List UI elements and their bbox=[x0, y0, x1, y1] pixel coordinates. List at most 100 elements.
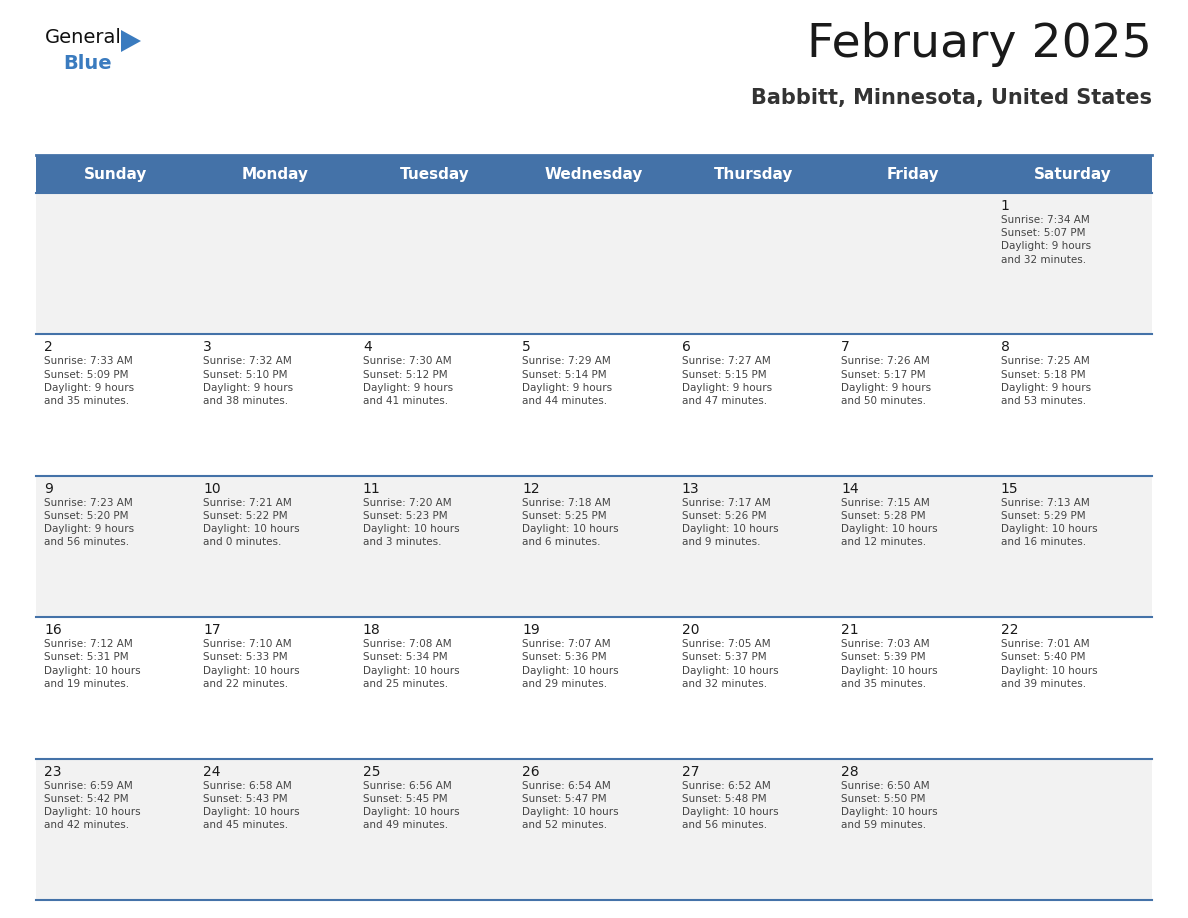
Bar bbox=[196, 193, 355, 334]
Text: Sunrise: 7:17 AM
Sunset: 5:26 PM
Daylight: 10 hours
and 9 minutes.: Sunrise: 7:17 AM Sunset: 5:26 PM Dayligh… bbox=[682, 498, 778, 547]
Bar bbox=[355, 334, 514, 476]
Text: 15: 15 bbox=[1000, 482, 1018, 496]
Bar bbox=[992, 617, 1152, 758]
Text: 8: 8 bbox=[1000, 341, 1010, 354]
Text: Sunrise: 7:25 AM
Sunset: 5:18 PM
Daylight: 9 hours
and 53 minutes.: Sunrise: 7:25 AM Sunset: 5:18 PM Dayligh… bbox=[1000, 356, 1091, 406]
Text: 11: 11 bbox=[362, 482, 380, 496]
Bar bbox=[833, 193, 992, 334]
Text: General: General bbox=[45, 28, 122, 47]
Bar bbox=[36, 334, 196, 476]
Text: 23: 23 bbox=[44, 765, 62, 778]
Bar bbox=[992, 193, 1152, 334]
Text: Sunrise: 7:10 AM
Sunset: 5:33 PM
Daylight: 10 hours
and 22 minutes.: Sunrise: 7:10 AM Sunset: 5:33 PM Dayligh… bbox=[203, 639, 301, 688]
Text: 9: 9 bbox=[44, 482, 53, 496]
Text: 21: 21 bbox=[841, 623, 859, 637]
Text: Sunrise: 7:15 AM
Sunset: 5:28 PM
Daylight: 10 hours
and 12 minutes.: Sunrise: 7:15 AM Sunset: 5:28 PM Dayligh… bbox=[841, 498, 937, 547]
Bar bbox=[355, 193, 514, 334]
Text: Sunrise: 7:23 AM
Sunset: 5:20 PM
Daylight: 9 hours
and 56 minutes.: Sunrise: 7:23 AM Sunset: 5:20 PM Dayligh… bbox=[44, 498, 134, 547]
Bar bbox=[196, 758, 355, 900]
Bar bbox=[36, 476, 196, 617]
Text: 13: 13 bbox=[682, 482, 700, 496]
Text: 27: 27 bbox=[682, 765, 700, 778]
Bar bbox=[196, 476, 355, 617]
Text: Sunrise: 7:27 AM
Sunset: 5:15 PM
Daylight: 9 hours
and 47 minutes.: Sunrise: 7:27 AM Sunset: 5:15 PM Dayligh… bbox=[682, 356, 772, 406]
Bar bbox=[355, 476, 514, 617]
Bar bbox=[992, 758, 1152, 900]
Bar bbox=[992, 334, 1152, 476]
Text: Sunrise: 7:18 AM
Sunset: 5:25 PM
Daylight: 10 hours
and 6 minutes.: Sunrise: 7:18 AM Sunset: 5:25 PM Dayligh… bbox=[523, 498, 619, 547]
Text: 16: 16 bbox=[44, 623, 62, 637]
Text: Monday: Monday bbox=[241, 166, 309, 182]
Text: Blue: Blue bbox=[63, 54, 112, 73]
Text: 19: 19 bbox=[523, 623, 541, 637]
Text: Sunrise: 6:50 AM
Sunset: 5:50 PM
Daylight: 10 hours
and 59 minutes.: Sunrise: 6:50 AM Sunset: 5:50 PM Dayligh… bbox=[841, 780, 937, 830]
Text: Sunday: Sunday bbox=[84, 166, 147, 182]
Bar bbox=[833, 334, 992, 476]
Text: Sunrise: 7:07 AM
Sunset: 5:36 PM
Daylight: 10 hours
and 29 minutes.: Sunrise: 7:07 AM Sunset: 5:36 PM Dayligh… bbox=[523, 639, 619, 688]
Text: 2: 2 bbox=[44, 341, 52, 354]
Text: 22: 22 bbox=[1000, 623, 1018, 637]
Text: Sunrise: 6:59 AM
Sunset: 5:42 PM
Daylight: 10 hours
and 42 minutes.: Sunrise: 6:59 AM Sunset: 5:42 PM Dayligh… bbox=[44, 780, 140, 830]
Bar bbox=[514, 758, 674, 900]
Bar bbox=[833, 758, 992, 900]
Text: February 2025: February 2025 bbox=[807, 22, 1152, 67]
Text: Sunrise: 7:34 AM
Sunset: 5:07 PM
Daylight: 9 hours
and 32 minutes.: Sunrise: 7:34 AM Sunset: 5:07 PM Dayligh… bbox=[1000, 215, 1091, 264]
Text: 12: 12 bbox=[523, 482, 539, 496]
Text: 18: 18 bbox=[362, 623, 380, 637]
Text: Sunrise: 7:03 AM
Sunset: 5:39 PM
Daylight: 10 hours
and 35 minutes.: Sunrise: 7:03 AM Sunset: 5:39 PM Dayligh… bbox=[841, 639, 937, 688]
Text: 25: 25 bbox=[362, 765, 380, 778]
Bar bbox=[196, 334, 355, 476]
Text: 3: 3 bbox=[203, 341, 213, 354]
Bar bbox=[992, 476, 1152, 617]
Bar bbox=[355, 617, 514, 758]
Text: Sunrise: 7:08 AM
Sunset: 5:34 PM
Daylight: 10 hours
and 25 minutes.: Sunrise: 7:08 AM Sunset: 5:34 PM Dayligh… bbox=[362, 639, 460, 688]
Text: 26: 26 bbox=[523, 765, 539, 778]
Text: Friday: Friday bbox=[886, 166, 940, 182]
Text: Sunrise: 7:12 AM
Sunset: 5:31 PM
Daylight: 10 hours
and 19 minutes.: Sunrise: 7:12 AM Sunset: 5:31 PM Dayligh… bbox=[44, 639, 140, 688]
Bar bbox=[514, 476, 674, 617]
Text: 5: 5 bbox=[523, 341, 531, 354]
Text: Sunrise: 7:33 AM
Sunset: 5:09 PM
Daylight: 9 hours
and 35 minutes.: Sunrise: 7:33 AM Sunset: 5:09 PM Dayligh… bbox=[44, 356, 134, 406]
Bar bbox=[674, 476, 833, 617]
Bar bbox=[355, 758, 514, 900]
Bar bbox=[833, 617, 992, 758]
Text: Sunrise: 7:29 AM
Sunset: 5:14 PM
Daylight: 9 hours
and 44 minutes.: Sunrise: 7:29 AM Sunset: 5:14 PM Dayligh… bbox=[523, 356, 612, 406]
Text: Sunrise: 7:30 AM
Sunset: 5:12 PM
Daylight: 9 hours
and 41 minutes.: Sunrise: 7:30 AM Sunset: 5:12 PM Dayligh… bbox=[362, 356, 453, 406]
Text: Sunrise: 7:32 AM
Sunset: 5:10 PM
Daylight: 9 hours
and 38 minutes.: Sunrise: 7:32 AM Sunset: 5:10 PM Dayligh… bbox=[203, 356, 293, 406]
Bar bbox=[514, 334, 674, 476]
Text: 24: 24 bbox=[203, 765, 221, 778]
Text: 10: 10 bbox=[203, 482, 221, 496]
Text: 20: 20 bbox=[682, 623, 700, 637]
Text: Babbitt, Minnesota, United States: Babbitt, Minnesota, United States bbox=[751, 88, 1152, 108]
Text: Sunrise: 6:54 AM
Sunset: 5:47 PM
Daylight: 10 hours
and 52 minutes.: Sunrise: 6:54 AM Sunset: 5:47 PM Dayligh… bbox=[523, 780, 619, 830]
Text: 28: 28 bbox=[841, 765, 859, 778]
Text: 1: 1 bbox=[1000, 199, 1010, 213]
Bar bbox=[36, 758, 196, 900]
Text: Sunrise: 7:13 AM
Sunset: 5:29 PM
Daylight: 10 hours
and 16 minutes.: Sunrise: 7:13 AM Sunset: 5:29 PM Dayligh… bbox=[1000, 498, 1098, 547]
Text: Sunrise: 7:01 AM
Sunset: 5:40 PM
Daylight: 10 hours
and 39 minutes.: Sunrise: 7:01 AM Sunset: 5:40 PM Dayligh… bbox=[1000, 639, 1098, 688]
Text: Thursday: Thursday bbox=[714, 166, 794, 182]
Text: Saturday: Saturday bbox=[1034, 166, 1111, 182]
Bar bbox=[36, 193, 196, 334]
Bar bbox=[674, 758, 833, 900]
Text: 4: 4 bbox=[362, 341, 372, 354]
Bar bbox=[514, 193, 674, 334]
Text: Tuesday: Tuesday bbox=[399, 166, 469, 182]
Text: 17: 17 bbox=[203, 623, 221, 637]
Text: Sunrise: 7:21 AM
Sunset: 5:22 PM
Daylight: 10 hours
and 0 minutes.: Sunrise: 7:21 AM Sunset: 5:22 PM Dayligh… bbox=[203, 498, 301, 547]
Bar bbox=[196, 617, 355, 758]
Bar bbox=[674, 334, 833, 476]
Text: Sunrise: 6:56 AM
Sunset: 5:45 PM
Daylight: 10 hours
and 49 minutes.: Sunrise: 6:56 AM Sunset: 5:45 PM Dayligh… bbox=[362, 780, 460, 830]
Bar bbox=[514, 617, 674, 758]
Text: Wednesday: Wednesday bbox=[545, 166, 643, 182]
Bar bbox=[674, 193, 833, 334]
Text: 7: 7 bbox=[841, 341, 849, 354]
Text: Sunrise: 7:20 AM
Sunset: 5:23 PM
Daylight: 10 hours
and 3 minutes.: Sunrise: 7:20 AM Sunset: 5:23 PM Dayligh… bbox=[362, 498, 460, 547]
Text: Sunrise: 7:26 AM
Sunset: 5:17 PM
Daylight: 9 hours
and 50 minutes.: Sunrise: 7:26 AM Sunset: 5:17 PM Dayligh… bbox=[841, 356, 931, 406]
Bar bbox=[674, 617, 833, 758]
Bar bbox=[36, 155, 1152, 193]
Text: 14: 14 bbox=[841, 482, 859, 496]
Bar bbox=[833, 476, 992, 617]
Bar bbox=[36, 617, 196, 758]
Text: Sunrise: 6:58 AM
Sunset: 5:43 PM
Daylight: 10 hours
and 45 minutes.: Sunrise: 6:58 AM Sunset: 5:43 PM Dayligh… bbox=[203, 780, 301, 830]
